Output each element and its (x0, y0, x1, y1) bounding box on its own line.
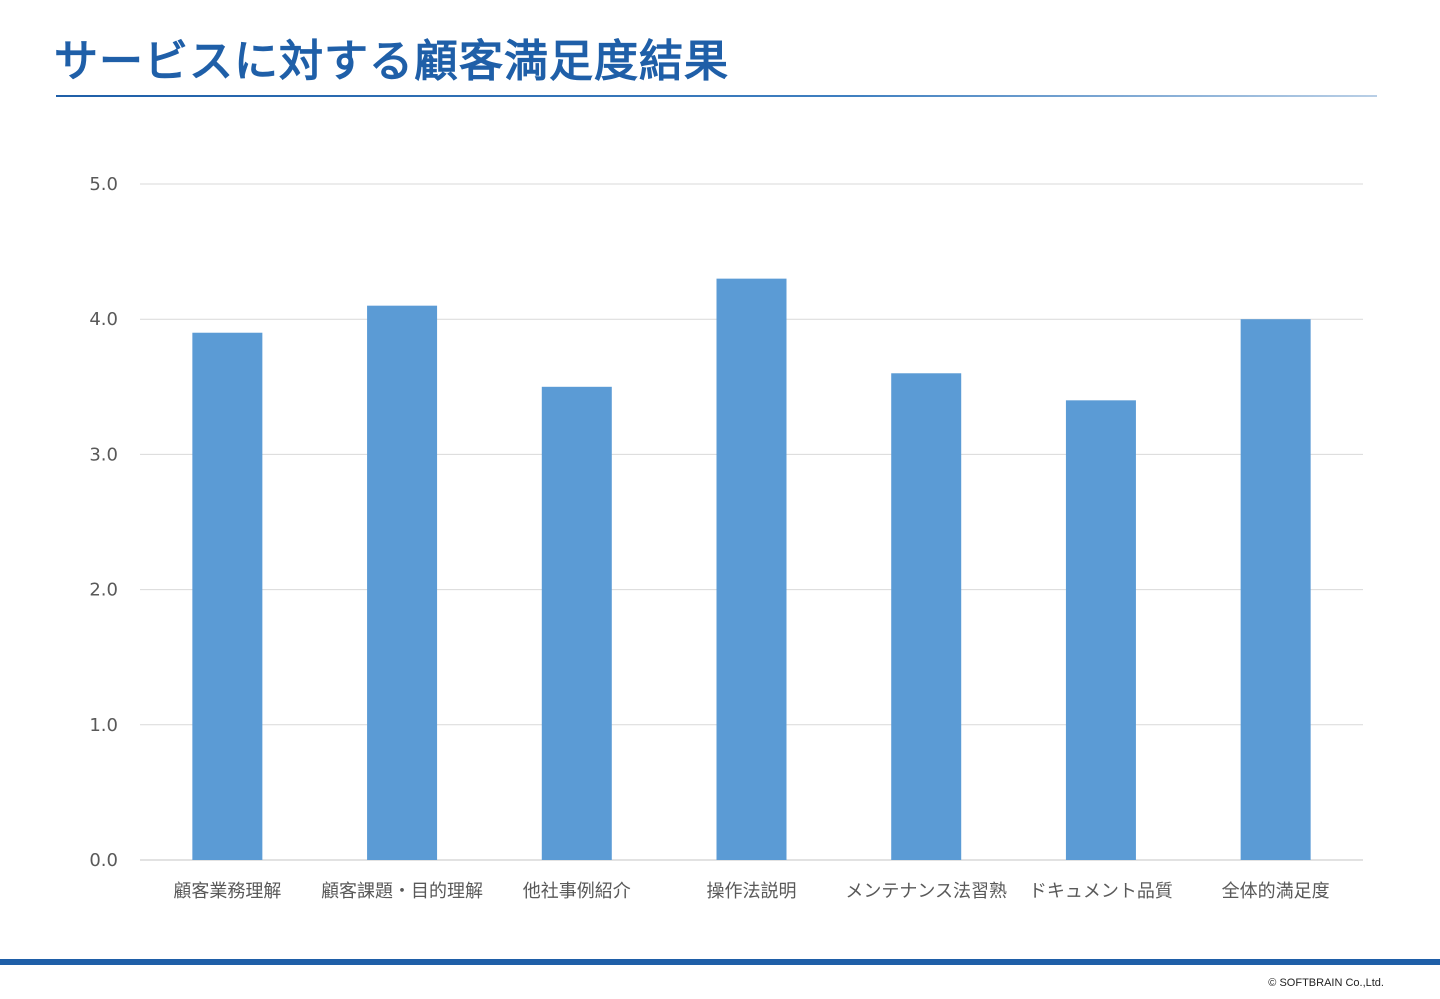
x-axis-categories: 顧客業務理解 顧客課題・目的理解 他社事例紹介 操作法説明 メンテナンス法習熟 ドキュメン… (173, 881, 1329, 902)
category-label: 操作法説明 (707, 881, 797, 902)
bar (192, 332, 263, 861)
y-tick-label: 2.0 (89, 580, 118, 601)
y-axis-ticks: 0.0 1.0 2.0 3.0 4.0 5.0 (89, 174, 118, 871)
y-tick-label: 4.0 (89, 309, 118, 330)
bar (541, 386, 612, 860)
category-label: 顧客課題・目的理解 (321, 881, 483, 902)
bar-chart: 0.0 1.0 2.0 3.0 4.0 5.0 顧客業務理解 顧客課題・目的理解 他社事例紹介… (89, 174, 1363, 902)
footer-bar (0, 959, 1440, 965)
y-tick-label: 0.0 (89, 850, 118, 871)
bars (192, 278, 1311, 861)
y-tick-label: 1.0 (89, 715, 118, 736)
slide-title: サービスに対する顧客満足度結果 (54, 36, 729, 87)
bar (1240, 319, 1311, 860)
title-underline (56, 95, 1377, 97)
category-label: 顧客業務理解 (173, 881, 281, 902)
category-label: 他社事例紹介 (523, 881, 631, 902)
bar (891, 373, 962, 860)
copyright-text: © SOFTBRAIN Co.,Ltd. (1268, 977, 1384, 989)
y-tick-label: 5.0 (89, 174, 118, 195)
bar (716, 278, 787, 860)
bar (1065, 400, 1136, 860)
y-tick-label: 3.0 (89, 444, 118, 465)
category-label: ドキュメント品質 (1029, 881, 1173, 902)
category-label: メンテナンス法習熟 (845, 881, 1007, 902)
bar (367, 305, 438, 860)
category-label: 全体的満足度 (1222, 881, 1330, 902)
